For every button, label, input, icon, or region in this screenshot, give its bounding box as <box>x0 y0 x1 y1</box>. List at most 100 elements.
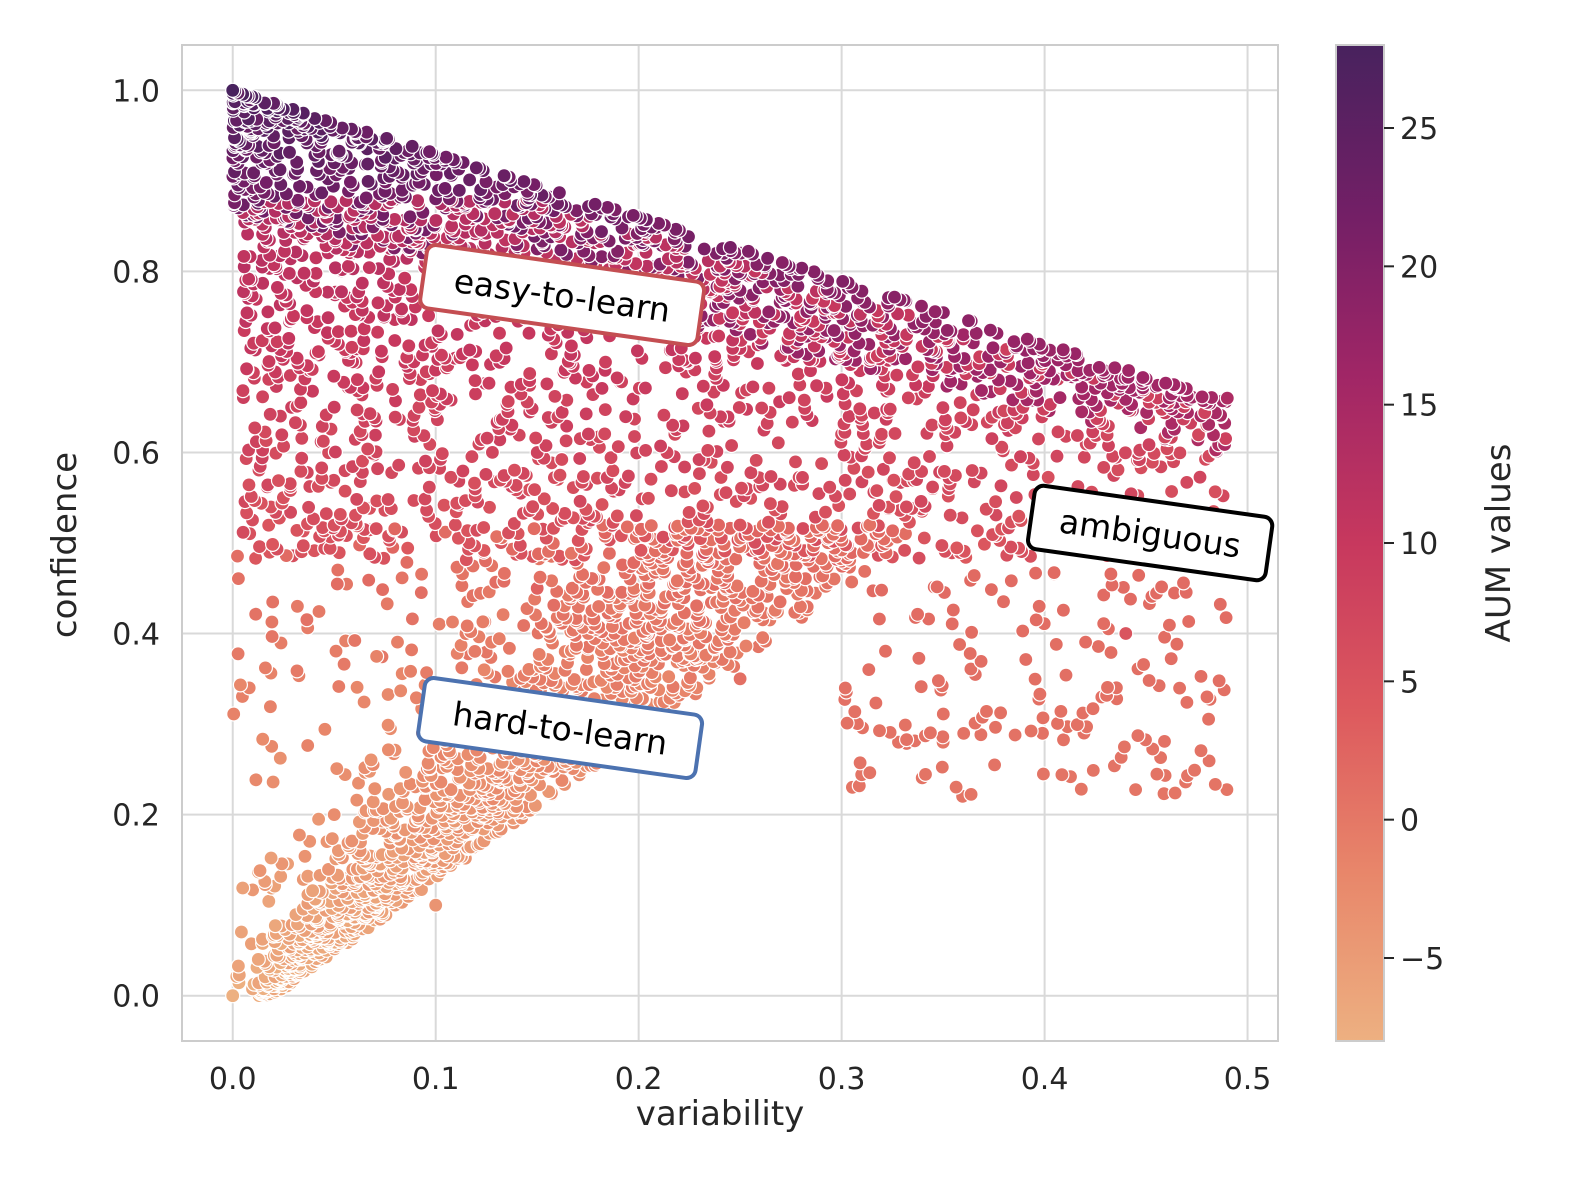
scatter-point <box>953 410 969 426</box>
scatter-point <box>398 764 414 781</box>
scatter-point <box>1199 689 1215 705</box>
scatter-point <box>443 781 459 798</box>
scatter-point <box>1118 625 1134 642</box>
scatter-point <box>822 479 838 495</box>
scatter-point <box>225 82 241 98</box>
scatter-point <box>597 426 613 442</box>
scatter-point <box>299 612 315 628</box>
scatter-point <box>264 614 280 630</box>
scatter-point <box>270 473 287 489</box>
scatter-point <box>272 750 288 766</box>
scatter-point <box>873 582 890 598</box>
scatter-point <box>1077 634 1094 650</box>
scatter-point <box>1055 732 1072 748</box>
scatter-point <box>487 206 503 222</box>
colorbar <box>1335 44 1385 1042</box>
scatter-point <box>1031 598 1047 614</box>
scatter-point <box>389 634 406 650</box>
scatter-point <box>251 538 268 555</box>
scatter-point <box>289 663 305 679</box>
x-tick-label: 0.5 <box>1224 1062 1272 1097</box>
scatter-point <box>834 372 850 388</box>
scatter-point <box>605 463 621 479</box>
scatter-point <box>763 468 779 485</box>
scatter-point <box>1156 733 1173 750</box>
scatter-point <box>447 517 463 533</box>
scatter-point <box>916 530 932 546</box>
scatter-point <box>784 414 800 430</box>
scatter-point <box>921 448 938 465</box>
scatter-point <box>1035 710 1051 726</box>
scatter-point <box>922 725 939 741</box>
scatter-point <box>745 379 761 395</box>
scatter-point <box>360 441 376 457</box>
scatter-point <box>1117 445 1134 461</box>
scatter-point <box>273 868 289 885</box>
scatter-point <box>1052 390 1068 406</box>
y-axis-label: confidence <box>45 452 85 638</box>
scatter-point <box>267 320 283 336</box>
scatter-point <box>385 381 401 397</box>
scatter-point <box>661 669 677 685</box>
scatter-point <box>320 310 336 326</box>
scatter-point <box>1193 743 1209 759</box>
scatter-point <box>360 156 376 172</box>
scatter-point <box>873 426 890 442</box>
scatter-point <box>847 704 863 720</box>
scatter-point <box>695 498 711 514</box>
scatter-point <box>498 340 514 356</box>
scatter-point <box>546 597 562 613</box>
scatter-point <box>937 412 954 428</box>
scatter-point <box>454 660 470 676</box>
scatter-point <box>281 330 297 346</box>
scatter-point <box>1141 672 1157 689</box>
scatter-point <box>516 173 532 190</box>
scatter-point <box>691 466 708 482</box>
scatter-point <box>625 207 641 223</box>
scatter-point <box>688 598 705 614</box>
scatter-point <box>897 717 913 733</box>
scatter-point <box>437 180 453 196</box>
scatter-point <box>1201 753 1217 769</box>
scatter-point <box>1053 703 1069 720</box>
scatter-point <box>1193 668 1209 685</box>
scatter-point <box>655 529 671 545</box>
scatter-point <box>1200 711 1217 727</box>
scatter-point <box>620 468 637 484</box>
scatter-point <box>1055 602 1072 618</box>
scatter-point <box>318 505 334 522</box>
scatter-point <box>942 507 958 523</box>
scatter-point <box>547 388 563 404</box>
scatter-point <box>929 579 945 595</box>
scatter-point <box>328 643 344 659</box>
scatter-point <box>882 401 898 417</box>
scatter-point <box>1028 612 1044 628</box>
scatter-point <box>740 243 757 259</box>
scatter-point <box>281 265 297 281</box>
scatter-point <box>293 463 309 479</box>
scatter-point <box>909 606 926 622</box>
x-tick-label: 0.0 <box>209 1062 257 1097</box>
scatter-point <box>795 520 811 537</box>
scatter-point <box>367 781 383 797</box>
scatter-point <box>722 644 738 660</box>
scatter-point <box>754 400 770 416</box>
scatter-point <box>951 636 968 653</box>
scatter-point <box>373 343 389 359</box>
scatter-point <box>380 491 396 508</box>
scatter-point <box>596 559 612 576</box>
scatter-point <box>476 662 492 678</box>
scatter-point <box>653 458 670 475</box>
scatter-point <box>428 897 444 913</box>
scatter-point <box>327 260 343 276</box>
scatter-point <box>844 574 860 590</box>
scatter-point <box>526 521 542 537</box>
scatter-point <box>337 483 353 499</box>
scatter-point <box>444 614 461 630</box>
scatter-point <box>674 386 690 402</box>
scatter-point <box>699 397 715 413</box>
scatter-point <box>572 493 588 509</box>
scatter-point <box>1179 694 1195 711</box>
scatter-point <box>324 830 340 847</box>
scatter-point <box>676 459 693 475</box>
